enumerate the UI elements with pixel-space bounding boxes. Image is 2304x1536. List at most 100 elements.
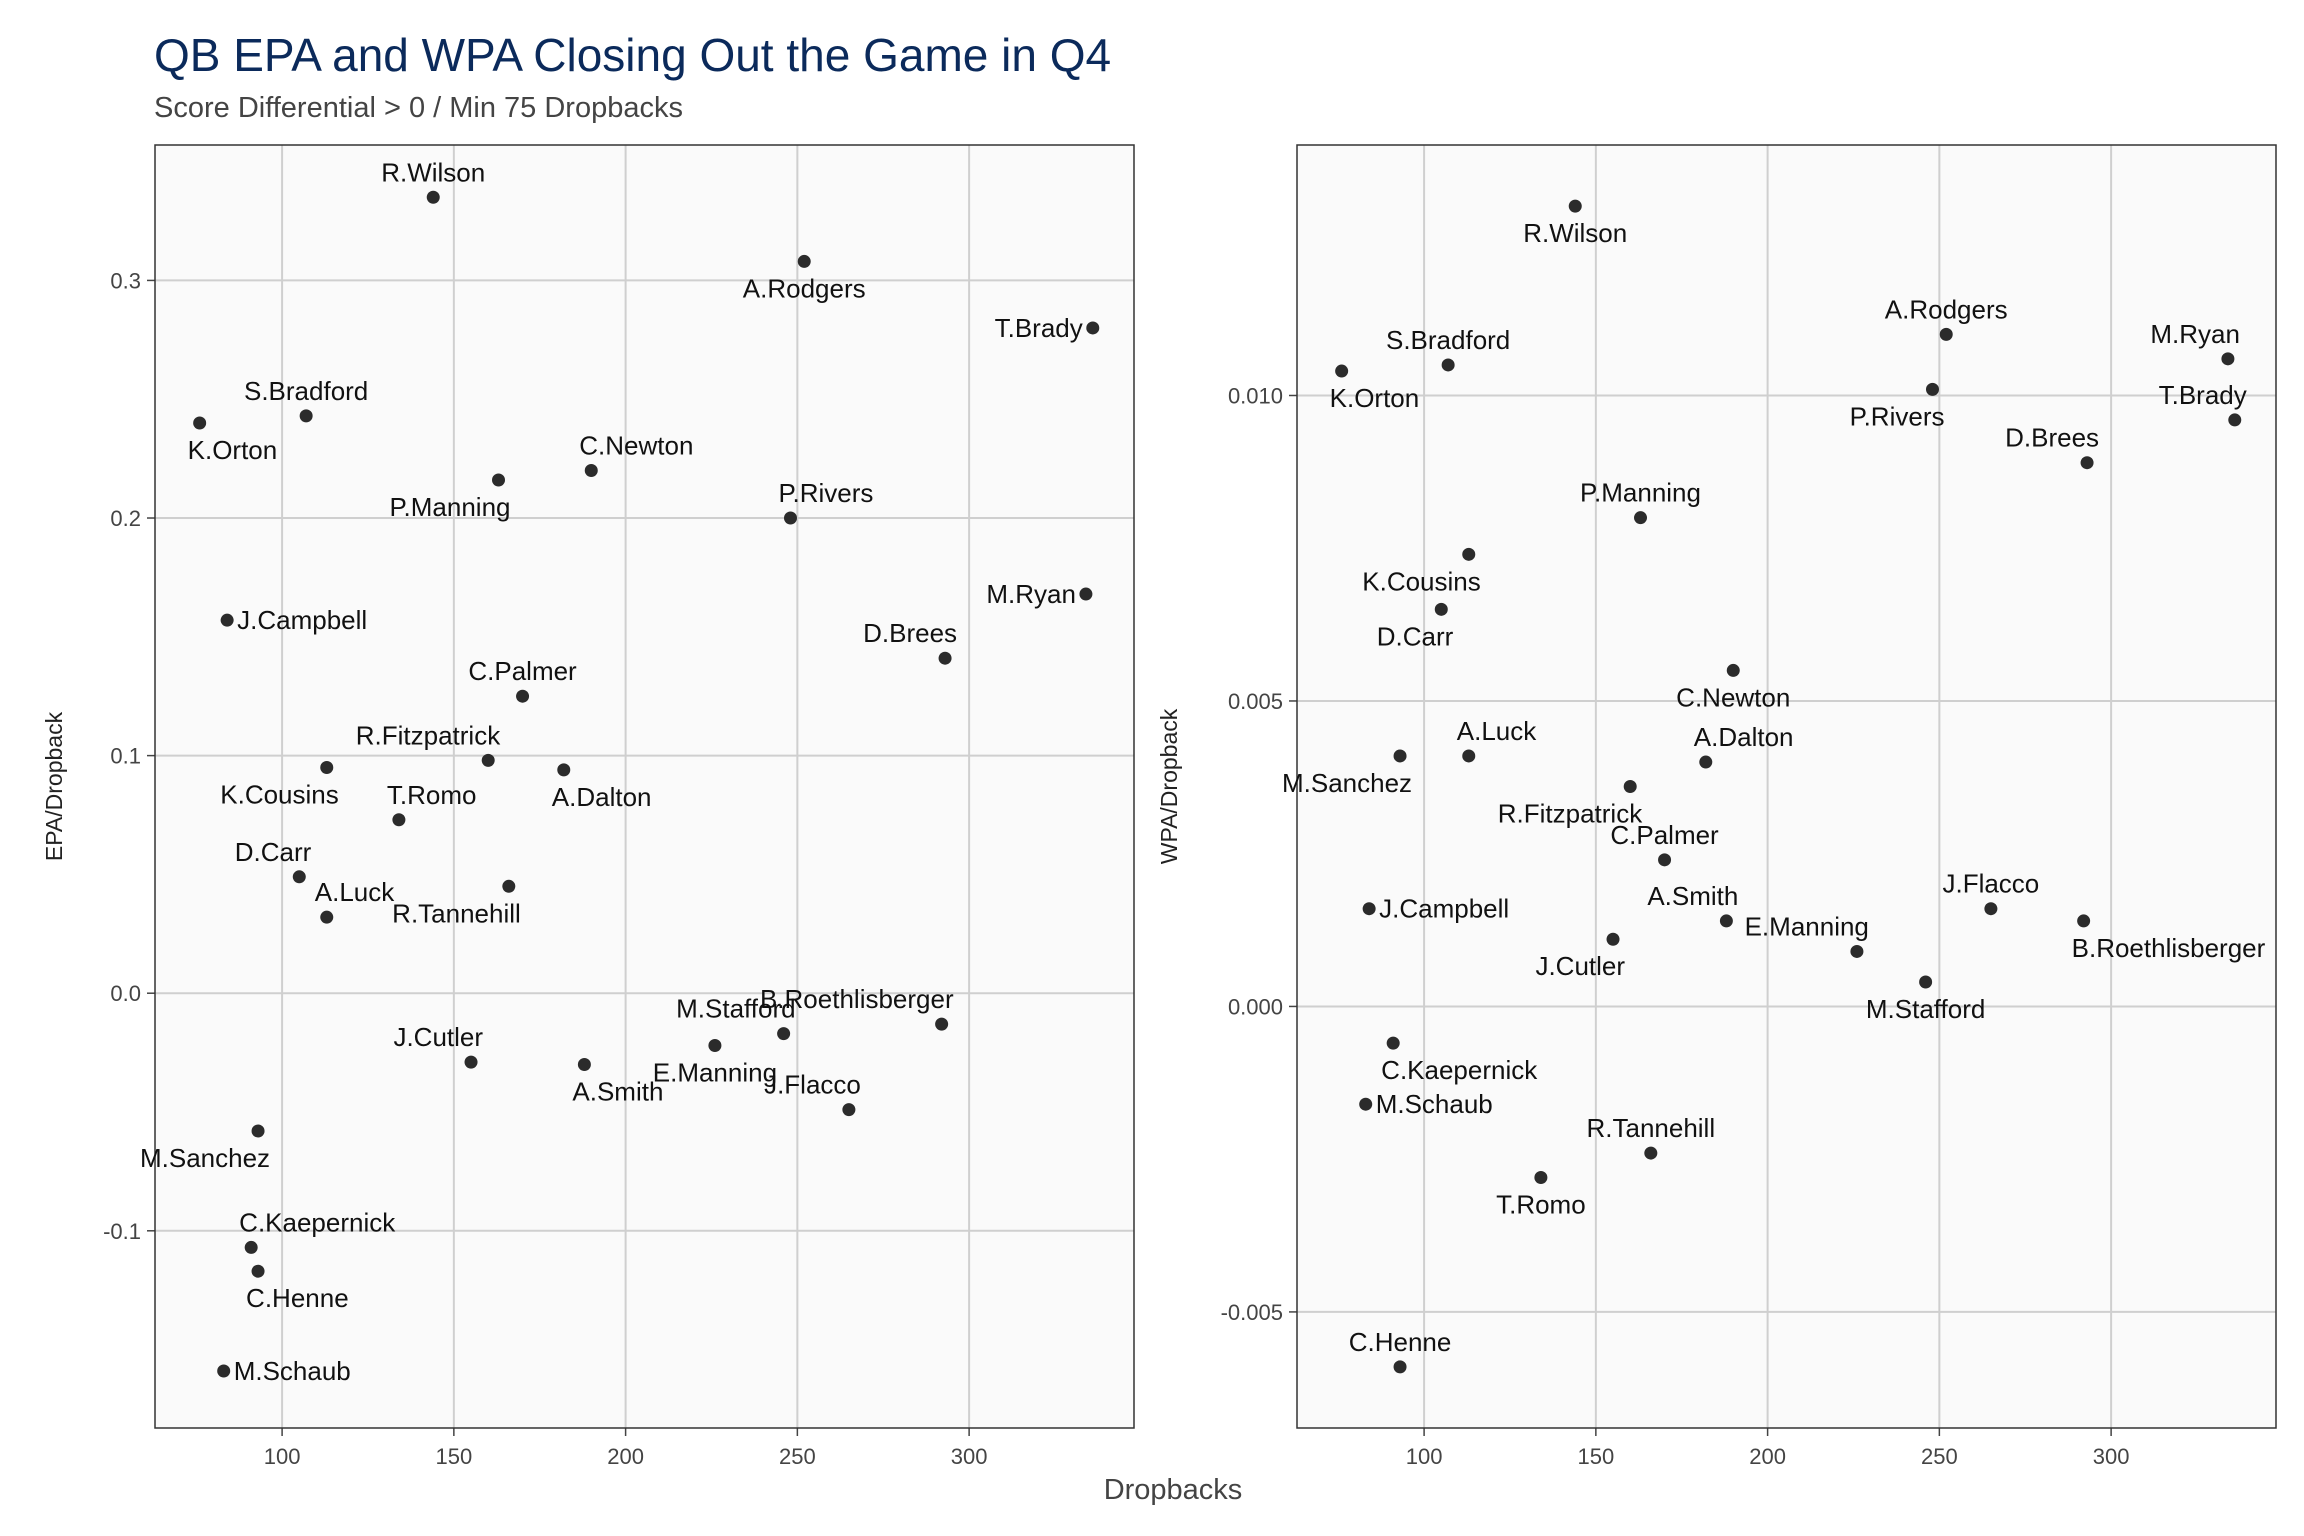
point-label: A.Luck bbox=[315, 877, 395, 907]
data-point-r-tannehill bbox=[1644, 1146, 1658, 1160]
data-point-d-carr bbox=[292, 870, 306, 884]
x-tick-label: 100 bbox=[264, 1444, 301, 1469]
data-point-c-newton bbox=[584, 464, 598, 478]
point-label: A.Smith bbox=[1647, 881, 1738, 911]
data-point-c-henne bbox=[1393, 1360, 1407, 1374]
data-point-p-manning bbox=[492, 473, 506, 487]
point-label: M.Stafford bbox=[676, 994, 795, 1024]
wpa-panel: 100 150 200 250 300 -0.005 0.000 0.005 0.010 WPA/… bbox=[1156, 144, 2277, 1469]
point-label: J.Flacco bbox=[1942, 869, 2039, 899]
point-label: T.Brady bbox=[995, 313, 1083, 343]
point-label: R.Fitzpatrick bbox=[1498, 799, 1643, 829]
x-tick-label: 200 bbox=[607, 1444, 644, 1469]
data-point-c-henne bbox=[251, 1264, 265, 1278]
y-tick-label: 0.000 bbox=[1228, 994, 1283, 1019]
data-point-a-smith bbox=[1719, 914, 1733, 928]
data-point-r-fitzpatrick bbox=[481, 753, 495, 767]
point-label: R.Tannehill bbox=[392, 898, 521, 928]
data-point-k-orton bbox=[1335, 364, 1349, 378]
point-label: R.Wilson bbox=[1523, 218, 1627, 248]
chart-title: QB EPA and WPA Closing Out the Game in Q… bbox=[154, 29, 1112, 81]
data-point-m-sanchez bbox=[1393, 749, 1407, 763]
y-tick-label: 0.1 bbox=[110, 744, 141, 769]
point-label: E.Manning bbox=[1745, 911, 1869, 941]
data-point-a-luck bbox=[1462, 749, 1476, 763]
y-tick-label: -0.1 bbox=[103, 1219, 141, 1244]
point-label: K.Cousins bbox=[220, 779, 339, 809]
point-label: A.Rodgers bbox=[743, 273, 866, 303]
panel-background bbox=[1297, 145, 2276, 1428]
data-point-t-romo bbox=[1534, 1171, 1548, 1185]
point-label: K.Cousins bbox=[1362, 566, 1481, 596]
point-label: M.Schaub bbox=[234, 1356, 351, 1386]
data-point-e-manning bbox=[708, 1038, 722, 1052]
point-label: S.Bradford bbox=[1386, 325, 1510, 355]
data-point-r-wilson bbox=[426, 190, 440, 204]
chart-subtitle: Score Differential > 0 / Min 75 Dropback… bbox=[154, 92, 683, 124]
point-label: T.Brady bbox=[2159, 380, 2247, 410]
data-point-k-cousins bbox=[320, 760, 334, 774]
y-tick-label: 0.005 bbox=[1228, 689, 1283, 714]
data-point-k-cousins bbox=[1462, 547, 1476, 561]
point-label: K.Orton bbox=[188, 435, 278, 465]
point-label: D.Carr bbox=[1377, 621, 1454, 651]
data-point-a-luck bbox=[320, 910, 334, 924]
data-point-a-dalton bbox=[1699, 755, 1713, 769]
point-label: A.Smith bbox=[572, 1076, 663, 1106]
data-point-j-flacco bbox=[842, 1103, 856, 1117]
point-label: M.Stafford bbox=[1866, 994, 1985, 1024]
data-point-j-campbell bbox=[1362, 902, 1376, 916]
y-tick-label: 0.3 bbox=[110, 268, 141, 293]
data-point-a-rodgers bbox=[797, 254, 811, 268]
data-point-d-brees bbox=[2080, 456, 2094, 470]
point-label: M.Sanchez bbox=[1282, 768, 1412, 798]
point-label: C.Palmer bbox=[468, 656, 577, 686]
x-tick-label: 300 bbox=[951, 1444, 988, 1469]
data-point-t-brady bbox=[1086, 321, 1100, 335]
data-point-r-wilson bbox=[1568, 199, 1582, 213]
data-point-p-manning bbox=[1634, 511, 1648, 525]
point-label: E.Manning bbox=[653, 1057, 777, 1087]
point-label: A.Dalton bbox=[1694, 722, 1794, 752]
point-label: T.Romo bbox=[1496, 1190, 1586, 1220]
point-label: C.Henne bbox=[246, 1283, 349, 1313]
data-point-a-rodgers bbox=[1939, 327, 1953, 341]
data-point-j-cutler bbox=[1606, 932, 1620, 946]
y-axis-label: EPA/Dropback bbox=[41, 711, 67, 861]
point-label: M.Sanchez bbox=[140, 1143, 270, 1173]
data-point-j-cutler bbox=[464, 1055, 478, 1069]
x-tick-label: 250 bbox=[1921, 1444, 1958, 1469]
x-tick-label: 300 bbox=[2093, 1444, 2130, 1469]
data-point-r-fitzpatrick bbox=[1623, 780, 1637, 793]
data-point-t-brady bbox=[2228, 413, 2242, 427]
data-point-c-kaepernick bbox=[244, 1240, 258, 1254]
point-label: M.Ryan bbox=[2150, 319, 2240, 349]
point-label: K.Orton bbox=[1330, 383, 1420, 413]
x-axis-label: Dropbacks bbox=[1104, 1474, 1243, 1506]
data-point-j-campbell bbox=[220, 613, 234, 627]
data-point-t-romo bbox=[392, 813, 406, 827]
data-point-c-kaepernick bbox=[1386, 1036, 1400, 1050]
data-point-b-roethlisberger bbox=[935, 1017, 949, 1031]
data-point-c-palmer bbox=[1658, 853, 1672, 867]
data-point-d-brees bbox=[938, 651, 952, 665]
data-point-m-schaub bbox=[1359, 1097, 1373, 1111]
data-point-p-rivers bbox=[1925, 382, 1939, 396]
point-label: A.Luck bbox=[1457, 716, 1537, 746]
point-label: P.Manning bbox=[1580, 478, 1701, 508]
x-tick-label: 100 bbox=[1406, 1444, 1443, 1469]
point-label: P.Rivers bbox=[778, 478, 873, 508]
data-point-j-flacco bbox=[1984, 902, 1998, 916]
y-tick-label: 0.010 bbox=[1228, 383, 1283, 408]
y-tick-label: 0.0 bbox=[110, 981, 141, 1006]
data-point-p-rivers bbox=[783, 511, 797, 525]
data-point-m-sanchez bbox=[251, 1124, 265, 1138]
point-label: J.Cutler bbox=[1535, 951, 1625, 981]
x-tick-label: 150 bbox=[435, 1444, 472, 1469]
point-label: C.Newton bbox=[1676, 682, 1790, 712]
point-label: A.Rodgers bbox=[1885, 294, 2008, 324]
panel-border bbox=[154, 144, 1135, 1429]
y-tick-label: -0.005 bbox=[1221, 1300, 1283, 1325]
point-label: D.Carr bbox=[235, 837, 312, 867]
